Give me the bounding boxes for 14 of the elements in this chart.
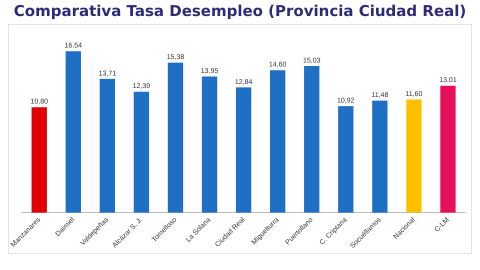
bar — [168, 62, 184, 213]
bar — [236, 87, 252, 213]
bar — [32, 107, 47, 213]
bar — [406, 99, 422, 213]
bar — [202, 76, 218, 213]
bar — [100, 78, 116, 213]
bar — [440, 86, 456, 213]
bar — [66, 51, 81, 213]
bar — [134, 92, 150, 213]
chart-title: Comparativa Tasa Desempleo (Provincia Ciudad Real) — [12, 2, 468, 20]
bar — [338, 106, 354, 213]
bar — [270, 70, 286, 213]
bar — [304, 66, 320, 213]
bar — [372, 100, 388, 213]
